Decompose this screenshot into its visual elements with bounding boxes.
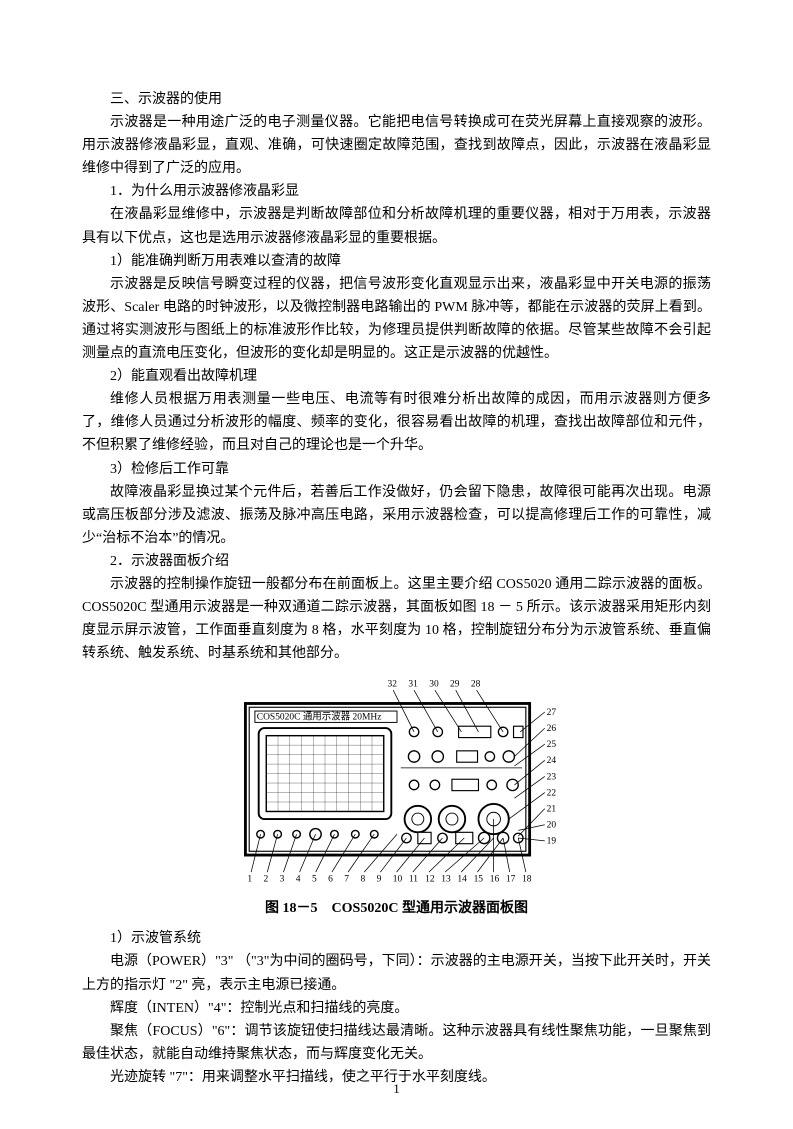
body-paragraph: 示波器是反映信号瞬变过程的仪器，把信号波形变化直观显示出来，液晶彩显中开关电源的… [82, 273, 711, 365]
svg-text:8: 8 [360, 875, 365, 885]
svg-text:5: 5 [311, 875, 316, 885]
svg-text:9: 9 [376, 875, 381, 885]
svg-text:13: 13 [441, 875, 451, 885]
svg-text:10: 10 [392, 875, 402, 885]
document-page: 三、示波器的使用 示波器是一种用途广泛的电子测量仪器。它能把电信号转换成可在荧光… [0, 0, 793, 1129]
body-paragraph: 电源（POWER）"3" （"3"为中间的圈码号，下同）：示波器的主电源开关，当… [82, 950, 711, 996]
svg-text:17: 17 [505, 875, 515, 885]
svg-text:11: 11 [408, 875, 417, 885]
list-item: 1）示波管系统 [82, 927, 711, 950]
svg-text:20: 20 [546, 821, 556, 831]
body-paragraph: 辉度（INTEN）"4"：控制光点和扫描线的亮度。 [82, 997, 711, 1020]
svg-text:12: 12 [425, 875, 435, 885]
figure-caption: 图 18－5 COS5020C 型通用示波器面板图 [82, 897, 711, 917]
svg-text:32: 32 [387, 680, 397, 690]
svg-text:16: 16 [489, 875, 499, 885]
svg-text:21: 21 [546, 805, 556, 815]
svg-text:2: 2 [263, 875, 268, 885]
svg-text:25: 25 [546, 740, 556, 750]
svg-text:19: 19 [546, 837, 556, 847]
svg-text:23: 23 [546, 773, 556, 783]
heading-section: 三、示波器的使用 [82, 88, 711, 111]
svg-text:14: 14 [457, 875, 467, 885]
body-paragraph: 示波器是一种用途广泛的电子测量仪器。它能把电信号转换成可在荧光屏幕上直接观察的波… [82, 111, 711, 180]
figure-container: COS5020C 通用示波器 20MHz32313029282726252423… [82, 675, 711, 893]
body-paragraph: 故障液晶彩显换过某个元件后，若善后工作没做好，仍会留下隐患，故障很可能再次出现。… [82, 481, 711, 550]
svg-text:26: 26 [546, 724, 556, 734]
svg-text:18: 18 [522, 875, 532, 885]
svg-text:22: 22 [546, 789, 556, 799]
oscilloscope-panel-diagram: COS5020C 通用示波器 20MHz32313029282726252423… [217, 675, 577, 893]
svg-text:28: 28 [470, 680, 480, 690]
heading-sub: 1．为什么用示波器修液晶彩显 [82, 180, 711, 203]
svg-text:COS5020C 通用示波器 20MHz: COS5020C 通用示波器 20MHz [256, 711, 381, 723]
body-paragraph: 维修人员根据万用表测量一些电压、电流等有时很难分析出故障的成因，而用示波器则方便… [82, 388, 711, 457]
body-paragraph: 示波器的控制操作旋钮一般都分布在前面板上。这里主要介绍 COS5020 通用二踪… [82, 573, 711, 665]
svg-text:4: 4 [295, 875, 300, 885]
svg-text:31: 31 [408, 680, 418, 690]
list-item: 1）能准确判断万用表难以查清的故障 [82, 250, 711, 273]
svg-text:24: 24 [546, 757, 556, 767]
list-item: 2）能直观看出故障机理 [82, 365, 711, 388]
svg-text:27: 27 [546, 708, 556, 718]
body-paragraph: 在液晶彩显维修中，示波器是判断故障部位和分析故障机理的重要仪器，相对于万用表，示… [82, 203, 711, 249]
svg-text:1: 1 [247, 875, 252, 885]
svg-text:3: 3 [279, 875, 284, 885]
svg-text:29: 29 [450, 680, 460, 690]
heading-sub: 2．示波器面板介绍 [82, 550, 711, 573]
svg-text:30: 30 [429, 680, 439, 690]
body-paragraph: 聚焦（FOCUS）"6"：调节该旋钮使扫描线达最清晰。这种示波器具有线性聚焦功能… [82, 1020, 711, 1066]
svg-text:6: 6 [328, 875, 333, 885]
svg-text:15: 15 [473, 875, 483, 885]
list-item: 3）检修后工作可靠 [82, 458, 711, 481]
page-number: 1 [0, 1081, 793, 1097]
svg-text:7: 7 [344, 875, 349, 885]
